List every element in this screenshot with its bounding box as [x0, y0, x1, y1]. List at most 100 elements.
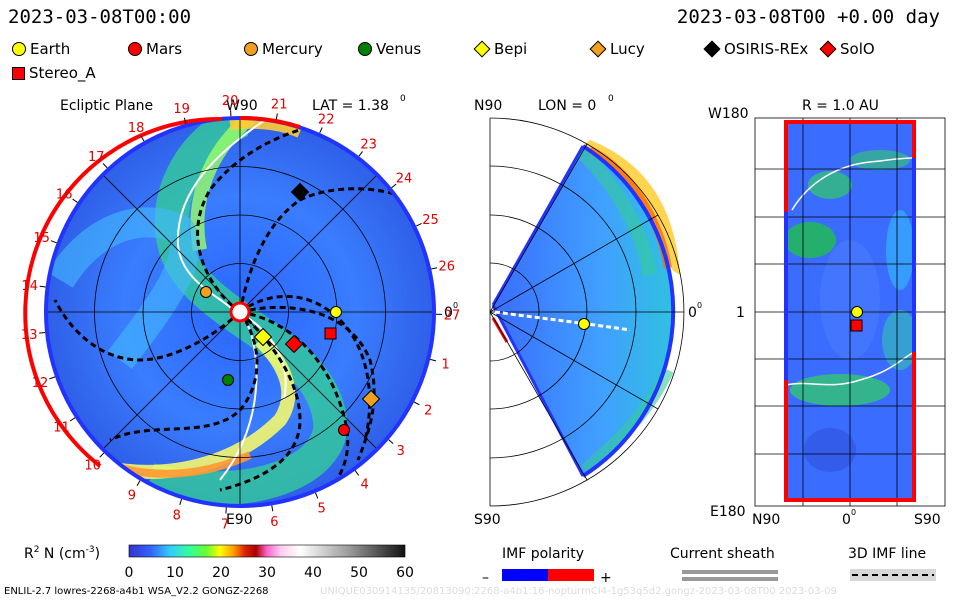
lon-label: LON = 0: [538, 98, 596, 114]
radial-s90-label: S90: [914, 512, 941, 528]
colorbar-ticks: 0 10 20 30 40 50 60: [125, 565, 414, 581]
carrington-tick-label: 10: [84, 459, 101, 474]
imf-minus-label: –: [482, 570, 489, 586]
carrington-tick-label: 7: [221, 518, 229, 533]
density-band: [577, 147, 657, 277]
legend-label: Mars: [146, 40, 183, 58]
carrington-tick-mark: [354, 470, 360, 476]
carrington-tick-label: 26: [439, 260, 456, 275]
radial-zero-label: 0: [842, 512, 851, 528]
meridional-zero-label: 0: [688, 305, 697, 321]
mercury-marker: [200, 286, 212, 298]
carrington-tick-mark: [50, 240, 57, 244]
legend-bepi: Bepi: [473, 40, 528, 58]
carrington-tick-label: 5: [318, 502, 326, 517]
e90-label: E90: [226, 512, 253, 528]
radius-title: R = 1.0 AU: [802, 98, 879, 114]
earth-marker-radial: [851, 306, 863, 318]
radial-zero-deg: 0: [851, 508, 856, 517]
legend-stereo-a: Stereo_A: [12, 64, 96, 82]
meridional-rim: [581, 144, 676, 478]
run-id-footer: UNIQUE030914135/20813090:2268-a4b1:16-no…: [320, 586, 837, 597]
legend-label: Lucy: [610, 40, 645, 58]
lat-label: LAT = 1.38: [312, 98, 389, 114]
colorbar-tick-label: 40: [304, 565, 322, 581]
legend-label: Bepi: [494, 40, 528, 58]
imf-line: [196, 123, 321, 314]
current-sheath-line: [791, 157, 914, 211]
carrington-tick-mark: [430, 358, 437, 362]
current-sheath-swatch: [682, 577, 778, 581]
colorbar-tick-label: 0: [125, 565, 134, 581]
w90-label: W90: [226, 98, 258, 114]
legend-label: Earth: [30, 40, 71, 58]
carrington-tick-label: 4: [360, 478, 368, 493]
lucy-marker: [361, 389, 381, 409]
lon-degree-sup: 0: [608, 94, 614, 104]
carrington-tick-label: 27: [444, 309, 461, 324]
venus-marker-icon: [358, 42, 372, 56]
carrington-tick-label: 21: [271, 98, 288, 113]
current-sheath-title: Current sheath: [670, 546, 775, 562]
imf-line: [494, 310, 631, 332]
carrington-tick-mark: [275, 113, 278, 120]
colorbar-tick-label: 20: [212, 565, 230, 581]
legend-label: Venus: [376, 40, 422, 58]
polarity-arc-positive: [23, 116, 223, 468]
model-footer: ENLIL-2.7 lowres-2268-a4b1 WSA_V2.2 GONG…: [4, 586, 269, 597]
w180-label: W180: [708, 106, 749, 122]
carrington-tick-mark: [136, 480, 141, 487]
carrington-tick-mark: [183, 117, 187, 124]
carrington-tick-mark: [39, 285, 46, 288]
imf-line: [219, 310, 302, 492]
carrington-tick-mark: [179, 498, 183, 505]
legend-earth: Earth: [12, 40, 70, 58]
carrington-tick-mark: [99, 452, 105, 458]
stereo-a-marker-radial: [850, 319, 863, 332]
carrington-tick-label: 22: [318, 112, 335, 127]
carrington-tick-mark: [39, 332, 46, 334]
density-colorbar: R2 N (cm-3) 0 10 20 30 40 50 60: [24, 544, 414, 581]
osiris-rex-marker: [290, 182, 310, 202]
s90-label: S90: [474, 512, 501, 528]
carrington-tick-label: 11: [53, 420, 70, 435]
mercury-marker-icon: [244, 42, 258, 56]
carrington-tick-label: 15: [33, 231, 50, 246]
imf-plus-label: +: [600, 570, 612, 586]
carrington-tick-label: 24: [396, 172, 413, 187]
carrington-tick-mark: [388, 439, 394, 444]
legend-label: Mercury: [262, 40, 323, 58]
carrington-tick-mark: [431, 267, 438, 270]
imf-positive-swatch: [548, 569, 594, 581]
earth-marker: [330, 306, 342, 318]
carrington-tick-mark: [319, 127, 323, 134]
ecliptic-zero-label: 0: [444, 305, 453, 321]
legend-label: Stereo_A: [29, 64, 96, 82]
colorbar-label: R2 N (cm-3): [24, 545, 100, 562]
earth-marker-meridional: [578, 318, 590, 330]
n90-label: N90: [474, 98, 502, 114]
carrington-tick-mark: [140, 135, 145, 142]
density-band: [47, 207, 200, 370]
carrington-tick-mark: [415, 222, 422, 227]
carrington-tick-label: 12: [32, 376, 49, 391]
earth-marker-icon: [12, 42, 26, 56]
current-sheath-line: [247, 317, 287, 401]
carrington-tick-mark: [271, 505, 274, 512]
imf-polarity-title: IMF polarity: [502, 546, 584, 562]
imf-line: [239, 310, 350, 491]
legend-osiris-rex: OSIRIS-REx: [703, 40, 809, 58]
imf-negative-swatch: [502, 569, 548, 581]
carrington-tick-mark: [69, 417, 76, 422]
bepi-marker: [253, 327, 273, 347]
carrington-tick-mark: [102, 163, 108, 169]
legend-mars: Mars: [128, 40, 182, 58]
legend-label: OSIRIS-REx: [724, 40, 809, 58]
colorbar-tick-label: 30: [258, 565, 276, 581]
carrington-tick-label: 2: [424, 403, 432, 418]
colorbar-gradient: [128, 544, 406, 558]
meridional-plane-panel: N90 LON = 0 0 S90 0 0: [474, 94, 702, 528]
polarity-arc-positive: [239, 115, 301, 129]
carrington-tick-label: 13: [21, 328, 38, 343]
